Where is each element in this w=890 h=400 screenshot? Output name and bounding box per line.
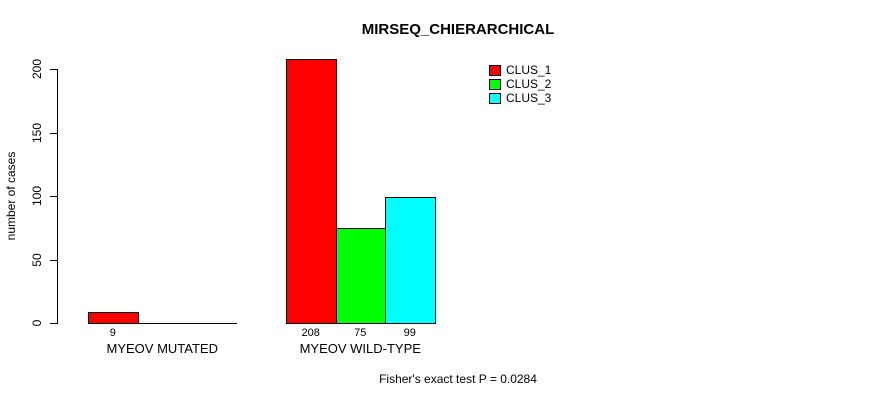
y-axis-label: number of cases: [4, 151, 18, 241]
legend-entry: CLUS_3: [489, 91, 551, 105]
bar-value-label: 99: [403, 327, 416, 339]
y-axis-line: [57, 69, 58, 324]
bar-clus_1-myeov-wild-type: [286, 58, 337, 324]
legend-entry: CLUS_2: [489, 77, 551, 91]
y-axis-tick: [50, 132, 57, 134]
bar-value-label: 9: [109, 327, 116, 339]
y-tick-label: 100: [30, 185, 44, 207]
bar-value-label: 75: [354, 327, 367, 339]
legend-label: CLUS_2: [506, 77, 552, 91]
bar-clus_3-myeov-wild-type: [385, 197, 436, 324]
x-category-label: MYEOV WILD-TYPE: [299, 341, 421, 356]
legend-label: CLUS_1: [506, 63, 552, 77]
legend-label: CLUS_3: [506, 91, 552, 105]
legend-swatch-icon: [489, 64, 501, 76]
legend-swatch-icon: [489, 92, 501, 104]
bar-clus_2-myeov-wild-type: [335, 227, 386, 324]
legend-swatch-icon: [489, 78, 501, 90]
bar-clus_1-myeov-mutated: [88, 311, 139, 324]
y-axis-tick: [50, 259, 57, 261]
y-tick-label: 0: [30, 319, 44, 327]
y-tick-label: 50: [30, 252, 44, 267]
y-axis-tick: [50, 69, 57, 70]
legend-entry: CLUS_1: [489, 63, 551, 77]
legend: CLUS_1 CLUS_2 CLUS_3: [489, 63, 551, 105]
y-axis-tick: [50, 196, 57, 197]
group-baseline: [88, 323, 237, 324]
x-category-label: MYEOV MUTATED: [106, 341, 218, 356]
y-tick-label: 150: [30, 122, 44, 143]
y-tick-label: 200: [30, 58, 44, 80]
y-axis-tick: [50, 323, 57, 324]
footnote-text: Fisher's exact test P = 0.0284: [379, 372, 537, 386]
chart-title: MIRSEQ_CHIERARCHICAL: [361, 21, 555, 38]
bar-value-label: 208: [301, 327, 320, 339]
